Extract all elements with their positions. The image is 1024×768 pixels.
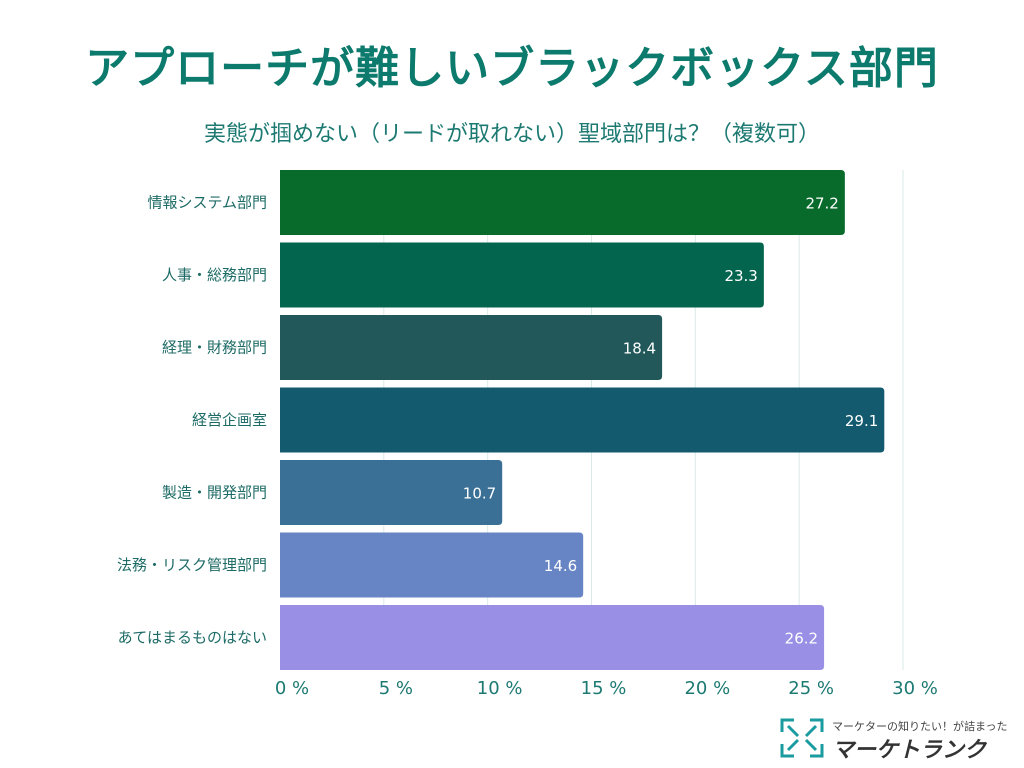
category-label: あてはまるものはない [118,629,267,647]
x-tick-label: 0 % [275,678,309,699]
category-label: 人事・総務部門 [162,266,267,284]
category-label: 経理・財務部門 [162,339,267,357]
bar [280,532,584,598]
category-label: 情報システム部門 [147,194,267,212]
chart-subtitle: 実態が掴めない（リードが取れない）聖域部門は？（複数可） [203,122,820,147]
data-label: 14.6 [544,557,577,575]
x-tick-label: 25 % [788,678,834,699]
category-label: 経営企画室 [192,411,267,429]
data-label: 10.7 [463,485,496,503]
logo-icon [780,718,824,758]
x-tick-label: 20 % [684,678,730,699]
data-label: 27.2 [805,195,838,213]
bar [280,242,764,308]
category-label: 法務・リスク管理部門 [117,556,267,574]
logo-name: マーケトランク [832,738,987,763]
chart-title: アプローチが難しいブラックボックス部門 [85,43,939,94]
bar [280,170,845,235]
x-tick-label: 30 % [892,678,938,699]
x-tick-label: 15 % [581,678,627,699]
x-tick-label: 5 % [379,678,413,699]
data-label: 26.2 [785,630,818,648]
data-label: 23.3 [724,267,757,285]
category-label: 製造・開発部門 [162,484,267,502]
bar [280,460,503,525]
bar [280,605,825,670]
logo-tagline: マーケターの知りたい！が詰まった [832,720,1008,733]
data-label: 18.4 [623,340,656,358]
data-label: 29.1 [845,412,878,430]
x-tick-label: 10 % [477,678,523,699]
logo: マーケターの知りたい！が詰まった マーケトランク [780,716,1020,763]
bar [280,387,885,453]
bar [280,315,663,380]
